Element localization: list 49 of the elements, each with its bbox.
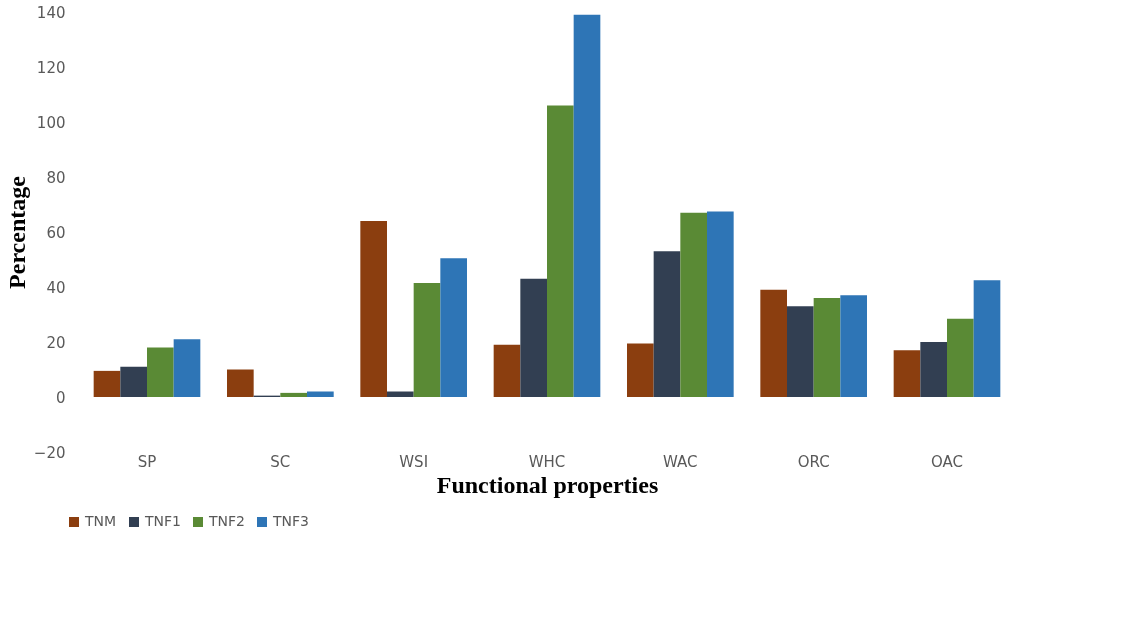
bar	[653, 251, 681, 397]
bar	[520, 278, 547, 397]
bar	[147, 347, 174, 397]
y-tick-label: 140	[36, 3, 66, 22]
bar	[573, 14, 601, 397]
bar	[973, 280, 1001, 397]
bar	[173, 339, 201, 397]
bar	[840, 295, 867, 397]
x-tick-label: WHC	[528, 452, 566, 471]
x-tick-label: WAC	[663, 452, 698, 471]
bar	[547, 105, 574, 397]
bar	[493, 344, 521, 397]
bar	[813, 298, 841, 397]
x-tick-label: OAC	[930, 452, 964, 471]
y-tick-label: 120	[36, 58, 66, 77]
bar	[413, 282, 441, 397]
bar	[787, 306, 814, 397]
y-tick-label: 0	[55, 388, 66, 407]
x-axis-title: Functional properties	[436, 471, 659, 498]
bar	[280, 392, 307, 397]
x-tick-label: SC	[270, 452, 291, 471]
bar	[893, 350, 921, 397]
y-tick-label: 40	[46, 278, 66, 297]
bar	[680, 212, 707, 397]
bar	[440, 258, 467, 397]
legend-label: TNM	[84, 513, 117, 529]
bar	[120, 366, 147, 397]
x-tick-label: SP	[137, 452, 157, 471]
bar	[707, 211, 734, 397]
bar	[360, 221, 387, 397]
legend-label: TNF2	[208, 513, 245, 529]
legend-label: TNF3	[272, 513, 309, 529]
bar	[627, 343, 654, 397]
bar	[760, 289, 787, 397]
y-tick-label: −20	[33, 443, 66, 462]
x-tick-label: ORC	[797, 452, 830, 471]
y-tick-label: 20	[46, 333, 66, 352]
bar	[227, 369, 254, 397]
y-tick-label: 80	[46, 168, 66, 187]
bar	[307, 391, 334, 397]
x-tick-label: WSI	[399, 452, 429, 471]
bar	[93, 370, 121, 397]
bar	[920, 342, 947, 397]
bar	[387, 391, 414, 397]
legend-label: TNF1	[144, 513, 181, 529]
y-tick-label: 60	[46, 223, 66, 242]
y-axis-title: Percentage	[3, 175, 30, 289]
bar	[947, 318, 974, 397]
y-tick-label: 100	[36, 113, 66, 132]
